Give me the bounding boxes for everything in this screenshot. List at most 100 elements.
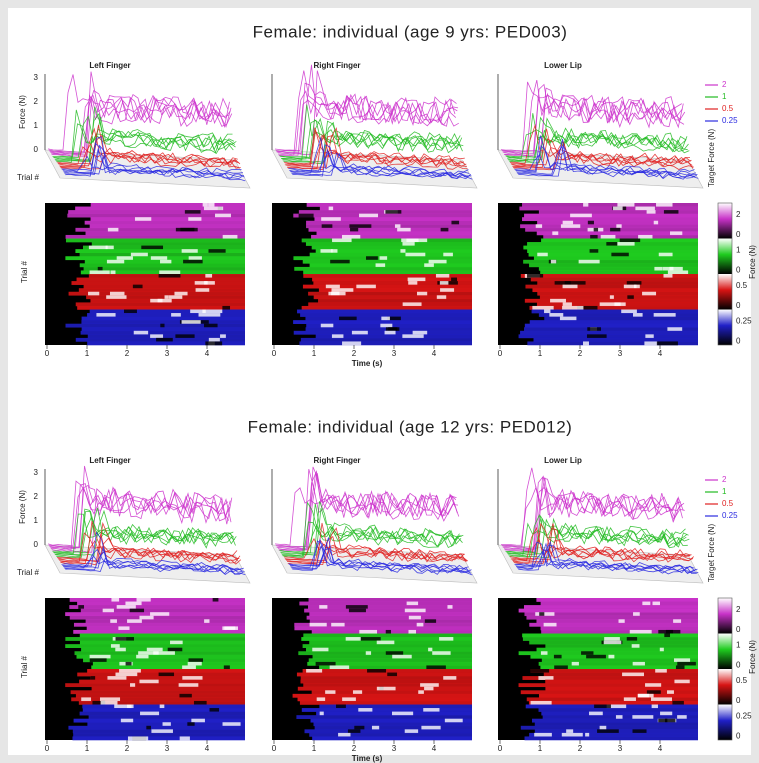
time-tick-label: 0 — [272, 349, 277, 358]
force-trace — [63, 555, 244, 572]
heatmap-highlight — [158, 672, 175, 677]
heatmap-highlight — [356, 284, 376, 289]
heatmap-highlight — [560, 224, 581, 229]
heatmap-highlight — [119, 669, 141, 673]
heatmap-highlight — [631, 644, 640, 648]
heatmap-highlight — [405, 252, 426, 257]
heatmap-row — [531, 309, 698, 314]
heatmap-highlight — [656, 203, 673, 207]
heatmap-highlight — [175, 334, 195, 339]
heatmap-row — [311, 690, 472, 695]
heatmap-row — [529, 305, 698, 310]
heatmap-row — [70, 690, 245, 695]
time-tick-label: 3 — [165, 744, 170, 753]
time-tick-label: 1 — [538, 349, 543, 358]
heatmap-highlight — [125, 601, 142, 606]
heatmap-highlight — [675, 665, 685, 670]
heatmap-highlight — [379, 256, 388, 261]
heatmap-highlight — [544, 309, 551, 314]
heatmap-highlight — [160, 259, 172, 264]
heatmap-row — [316, 231, 472, 236]
force-trace — [49, 465, 230, 549]
heatmap-row — [302, 259, 472, 264]
force-trace — [278, 70, 460, 157]
heatmap-row — [73, 622, 245, 627]
heatmap-row — [82, 245, 245, 250]
heatmap-highlight — [175, 227, 195, 232]
heatmap-highlight — [159, 704, 165, 709]
force-trace — [51, 488, 233, 553]
time-tick-label: 3 — [618, 744, 623, 753]
heatmap-highlight — [195, 288, 210, 293]
force-trace — [277, 473, 458, 550]
heatmap-row — [306, 220, 472, 225]
force-trace — [518, 144, 699, 180]
heatmap-row — [90, 676, 246, 680]
time-tick-label: 0 — [272, 744, 277, 753]
heatmap-row — [299, 601, 472, 606]
heatmap-row — [83, 284, 245, 289]
heatmap-row — [522, 676, 698, 680]
heatmap-highlight — [90, 676, 96, 680]
heatmap-row — [293, 320, 472, 324]
heatmap-highlight — [600, 234, 616, 239]
force-trace — [283, 537, 465, 560]
heatmap-row — [297, 697, 472, 702]
heatmap-highlight — [577, 305, 598, 310]
heatmap-highlight — [139, 679, 159, 684]
heatmap-row — [77, 305, 246, 310]
heatmap-highlight — [570, 213, 592, 218]
heatmap-highlight — [208, 337, 220, 342]
heatmap-row — [534, 722, 698, 727]
subplot-title: Lower Lip — [544, 456, 582, 465]
heatmap-highlight — [416, 622, 424, 627]
force-trace — [52, 123, 233, 158]
heatmap-highlight — [385, 651, 404, 656]
force-trace — [51, 97, 233, 157]
heatmap-highlight — [316, 697, 326, 702]
heatmap-row — [83, 266, 245, 271]
heatmap-row — [312, 736, 472, 741]
heatmap-highlight — [564, 281, 586, 285]
heatmap-row — [86, 626, 245, 631]
force-trace — [278, 468, 460, 552]
force-trace — [60, 533, 242, 566]
heatmap-highlight — [402, 242, 415, 246]
heatmap-row — [518, 334, 698, 339]
force-trace — [64, 144, 245, 180]
heatmap-highlight — [615, 715, 623, 719]
force-tick-label: 1 — [34, 121, 39, 130]
force-trace — [59, 127, 240, 169]
heatmap-highlight — [599, 725, 607, 730]
heatmap-highlight — [435, 274, 450, 278]
heatmap-highlight — [359, 629, 378, 634]
heatmap-row — [539, 295, 698, 300]
heatmap-highlight — [320, 249, 333, 253]
heatmap-row — [526, 615, 698, 620]
heatmap-highlight — [208, 203, 215, 207]
heatmap-row — [540, 601, 698, 606]
heatmap-highlight — [626, 281, 642, 285]
force-trace — [503, 487, 685, 551]
heatmap-highlight — [110, 644, 120, 648]
heatmap-highlight — [402, 302, 422, 307]
heatmap-row — [293, 213, 472, 218]
heatmap-highlight — [385, 327, 398, 332]
force-trace — [501, 80, 683, 153]
heatmap-row — [540, 626, 698, 631]
heatmap-highlight — [127, 736, 149, 741]
time-tick-label: 3 — [618, 349, 623, 358]
heatmap-highlight — [603, 640, 622, 645]
heatmap-row — [529, 320, 698, 324]
heatmap-row — [78, 288, 245, 293]
heatmap-highlight — [381, 316, 390, 321]
heatmap-highlight — [118, 626, 130, 631]
heatmap-highlight — [650, 697, 673, 702]
heatmap-row — [538, 266, 698, 271]
heatmap-highlight — [332, 238, 352, 243]
heatmap-highlight — [669, 266, 683, 271]
heatmap-row — [526, 697, 698, 702]
colorbar-segment — [718, 633, 732, 669]
heatmap-highlight — [599, 302, 621, 307]
subplot-title: Left Finger — [89, 61, 130, 70]
